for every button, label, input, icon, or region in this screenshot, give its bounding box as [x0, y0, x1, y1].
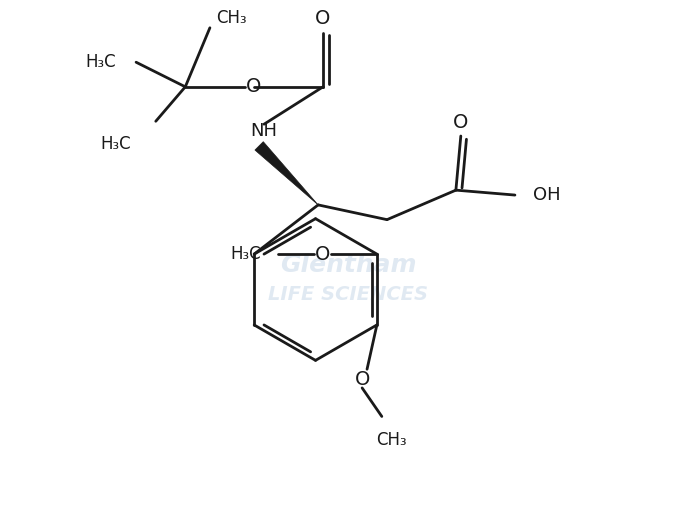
Text: O: O	[315, 244, 331, 264]
Text: NH: NH	[251, 122, 278, 140]
Polygon shape	[255, 141, 318, 205]
Text: LIFE SCIENCES: LIFE SCIENCES	[268, 285, 428, 304]
Text: CH₃: CH₃	[377, 431, 407, 449]
Text: OH: OH	[532, 186, 560, 204]
Text: O: O	[315, 9, 331, 29]
Text: Glentham: Glentham	[280, 253, 416, 277]
Text: CH₃: CH₃	[216, 9, 247, 27]
Text: H₃C: H₃C	[100, 135, 131, 153]
Text: O: O	[354, 370, 370, 388]
Text: H₃C: H₃C	[230, 245, 261, 263]
Text: O: O	[246, 77, 261, 96]
Text: O: O	[453, 113, 468, 132]
Text: H₃C: H₃C	[86, 53, 116, 71]
